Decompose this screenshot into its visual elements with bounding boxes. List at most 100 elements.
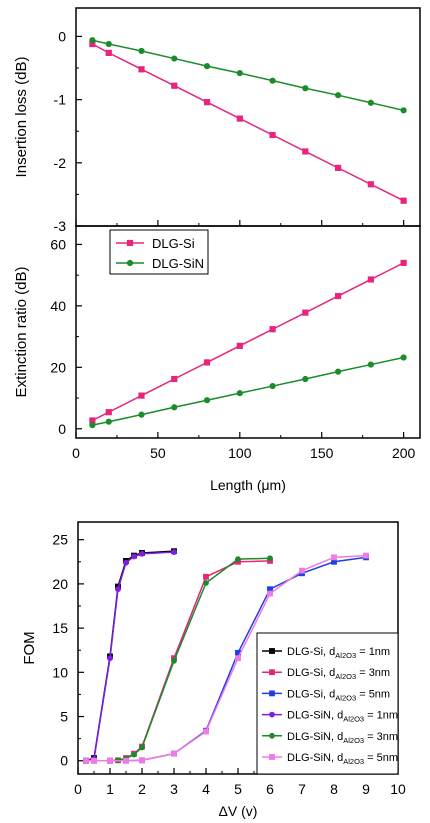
y-tick-label: 20: [50, 359, 66, 375]
legend-label-main: DLG-Si, d: [287, 688, 335, 700]
legend-label: DLG-SiN, dAl2O3 = 5nm: [287, 752, 398, 766]
legend-label-tail: = 5nm: [364, 752, 398, 764]
y-tick-label: 60: [50, 236, 66, 252]
data-point: [123, 559, 129, 566]
data-point: [203, 573, 209, 580]
x-tick-label: 100: [228, 445, 252, 461]
data-point: [105, 409, 112, 416]
data-point: [302, 85, 309, 92]
legend-label-subscript: Al2O3: [335, 672, 356, 681]
data-point: [400, 197, 407, 204]
series-line: [109, 557, 271, 762]
legend-swatch-marker: [269, 690, 275, 697]
data-point: [138, 392, 145, 399]
x-tick-label: 3: [170, 781, 178, 797]
y-tick-label: 20: [52, 576, 68, 592]
series: [89, 259, 407, 424]
data-point: [131, 553, 137, 560]
data-point: [334, 368, 342, 375]
data-point: [236, 69, 243, 77]
y-tick-label: 0: [58, 421, 66, 437]
x-tick-label: 9: [362, 781, 370, 797]
y-axis-label: Extinction ratio (dB): [13, 267, 30, 398]
data-point: [203, 63, 211, 70]
data-point: [236, 390, 243, 397]
data-point: [236, 115, 243, 122]
data-point: [171, 55, 178, 62]
data-point: [203, 397, 211, 404]
y-tick-label: 10: [52, 664, 68, 680]
data-point: [138, 47, 145, 55]
x-tick-label: 50: [150, 445, 166, 461]
series-line: [109, 560, 271, 762]
x-tick-label: 5: [234, 781, 242, 797]
data-point: [138, 66, 145, 73]
data-point: [171, 404, 178, 411]
data-point: [302, 375, 309, 383]
x-tick-label: 8: [330, 781, 338, 797]
data-point: [138, 411, 145, 418]
series: [83, 549, 177, 764]
y-tick-label: 15: [52, 620, 68, 636]
legend-box: [256, 632, 399, 775]
data-point: [105, 418, 112, 425]
x-tick-label: 2: [138, 781, 146, 797]
x-tick-label: 0: [74, 781, 82, 797]
x-axis-label: ΔV (v): [219, 803, 258, 819]
legend-label-main: DLG-SiN, d: [287, 710, 343, 722]
x-axis-label: Length (μm): [210, 477, 286, 493]
y-tick-label: 5: [60, 709, 68, 725]
data-point: [400, 259, 407, 266]
legend-label: DLG-Si, dAl2O3 = 5nm: [287, 688, 390, 702]
data-point: [400, 107, 407, 114]
legend-label-tail: = 1nm: [364, 710, 398, 722]
x-tick-label: 4: [202, 781, 210, 797]
panel-middle: 0 20 40 60 0 50 100 150 200 Extinction ratio (dB)…: [13, 225, 421, 493]
y-axis-label: Insertion loss (dB): [13, 57, 30, 178]
data-point: [363, 552, 369, 559]
legend-swatch-marker: [126, 259, 134, 267]
data-point: [115, 586, 121, 593]
legend-swatch-marker: [269, 711, 275, 718]
data-point: [171, 549, 177, 555]
data-point: [236, 342, 243, 349]
series: [83, 548, 177, 764]
x-tick-label: 0: [72, 445, 80, 461]
data-point: [203, 728, 209, 735]
x-tick-label: 150: [310, 445, 334, 461]
data-point: [107, 655, 113, 662]
legend-label-main: DLG-Si, d: [287, 646, 335, 658]
panel-top: -3 -2 -1 0 Insertion loss (dB): [13, 7, 421, 234]
data-point: [334, 92, 342, 99]
legend-label-main: DLG-SiN, d: [287, 731, 343, 743]
data-point: [91, 757, 97, 764]
y-tick-label: -2: [54, 155, 67, 171]
y-tick-label: -1: [54, 92, 67, 108]
data-point: [367, 99, 374, 106]
data-point: [367, 361, 374, 368]
data-point: [203, 359, 211, 366]
legend-label: DLG-SiN: [152, 256, 204, 271]
legend-label: DLG-Si, dAl2O3 = 1nm: [287, 646, 390, 660]
legend-label: DLG-Si: [152, 236, 195, 251]
y-tick-label: 0: [60, 753, 68, 769]
legend-swatch-marker: [269, 669, 275, 676]
data-point: [235, 655, 241, 662]
data-point: [105, 40, 112, 48]
data-point: [89, 37, 96, 44]
legend: DLG-Si DLG-SiN: [109, 229, 209, 275]
data-point: [171, 82, 178, 89]
legend-label-tail: = 5nm: [356, 688, 390, 700]
legend-label: DLG-SiN, dAl2O3 = 1nm: [287, 710, 398, 724]
x-tick-label: 1: [106, 781, 114, 797]
series: [107, 555, 273, 764]
series: [107, 558, 273, 764]
data-point: [367, 181, 374, 188]
series: [89, 354, 407, 429]
data-point: [203, 99, 211, 106]
legend-swatch-marker: [126, 239, 134, 247]
data-point: [400, 354, 407, 361]
x-tick-label: 200: [392, 445, 416, 461]
